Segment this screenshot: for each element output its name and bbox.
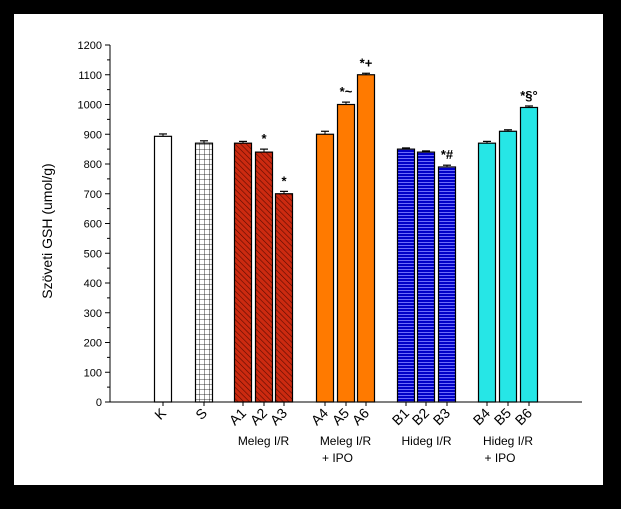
y-tick-label: 700 [84, 189, 102, 201]
bar-b4 [477, 142, 497, 403]
group-label: Hideg I/R [401, 434, 451, 448]
bar-a4 [315, 133, 335, 403]
category-label: A4 [308, 405, 332, 429]
category-label: B6 [512, 405, 536, 429]
y-axis-title: Szöveti GSH (umol/g) [39, 163, 55, 298]
bar-a6 [356, 74, 376, 403]
category-label: B5 [491, 405, 515, 429]
category-label: B2 [409, 405, 433, 429]
y-tick-label: 0 [96, 397, 102, 409]
significance-label: *§° [520, 88, 538, 103]
y-tick-label: 100 [84, 367, 102, 379]
significance-label: * [281, 173, 287, 188]
y-tick-label: 1100 [78, 70, 102, 82]
y-tick-label: 500 [84, 248, 102, 260]
category-label: S [192, 405, 210, 423]
chart-frame: Szöveti GSH (umol/g) 0 100 200 300 400 500 600… [14, 14, 603, 485]
y-tick-label: 200 [84, 338, 102, 350]
group-label: Meleg I/R [320, 434, 372, 448]
bar-b3 [437, 166, 457, 403]
y-tick-label: 800 [84, 159, 102, 171]
y-tick-label: 900 [84, 129, 102, 141]
category-label: A3 [267, 405, 291, 429]
bar-s [194, 142, 214, 403]
y-tick-label: 1000 [78, 100, 102, 112]
category-label: B3 [430, 405, 454, 429]
group-label: Meleg I/R [238, 434, 290, 448]
significance-label: *~ [340, 84, 353, 99]
category-label: A1 [226, 405, 250, 429]
category-label: A6 [349, 405, 373, 429]
bar-a3 [274, 193, 294, 403]
group-label: Hideg I/R [483, 434, 533, 448]
significance-label: *# [441, 147, 454, 162]
y-tick-label: 400 [84, 278, 102, 290]
group-label: + IPO [484, 451, 515, 465]
y-axis-title-group: Szöveti GSH (umol/g) [39, 163, 55, 298]
axes: 0 100 200 300 400 500 600 700 800 900 1000 1100 1200 [78, 40, 582, 409]
bar-a2 [254, 151, 274, 403]
y-tick-label: 300 [84, 308, 102, 320]
bar-b5 [498, 130, 518, 403]
labels: K S A1A2*A3*A4A5*~A6*+B1B2B3*#B4B5B6*§°Mel… [151, 55, 538, 465]
bar-a5 [336, 103, 356, 403]
significance-label: * [261, 131, 267, 146]
chart-svg: Szöveti GSH (umol/g) 0 100 200 300 400 500 600… [39, 40, 582, 465]
bar-b1 [396, 148, 416, 403]
group-label: + IPO [322, 451, 353, 465]
bars [153, 72, 539, 403]
significance-label: *+ [360, 55, 373, 70]
bar-k [153, 135, 173, 403]
category-label: B4 [470, 405, 494, 429]
category-label: K [151, 404, 169, 422]
bar-b2 [416, 151, 436, 403]
bar-a1 [233, 142, 253, 403]
y-tick-label: 600 [84, 219, 102, 231]
y-tick-label: 1200 [78, 40, 102, 52]
bar-b6 [519, 106, 539, 403]
